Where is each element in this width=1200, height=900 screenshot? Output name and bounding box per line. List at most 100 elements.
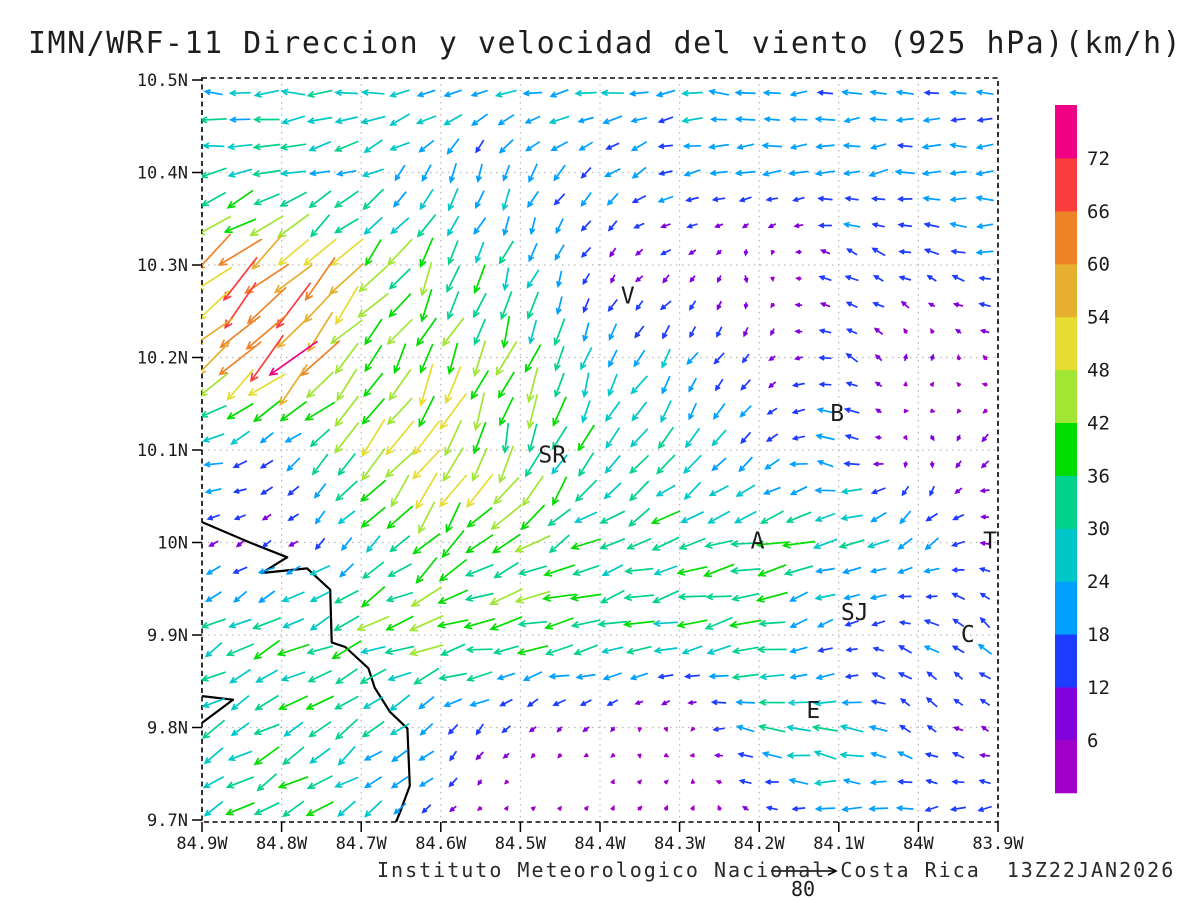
city-label: A <box>751 529 765 555</box>
wind-arrow <box>930 408 936 413</box>
wind-arrow <box>978 301 991 308</box>
wind-arrow <box>766 407 778 415</box>
wind-arrow <box>465 533 494 554</box>
wind-arrow <box>874 381 883 388</box>
wind-arrow <box>896 196 913 202</box>
wind-arrow <box>979 514 989 520</box>
wind-arrow <box>418 363 434 407</box>
wind-arrow <box>258 590 276 604</box>
wind-arrow <box>637 753 642 760</box>
wind-arrow <box>811 724 839 732</box>
wind-arrow <box>663 779 669 785</box>
wind-arrow <box>253 802 280 816</box>
wind-arrow <box>793 355 803 361</box>
wind-arrow <box>282 800 305 818</box>
wind-arrow <box>314 510 326 525</box>
wind-arrow <box>361 168 385 178</box>
wind-arrow <box>554 244 565 261</box>
wind-arrow <box>226 368 255 402</box>
wind-arrow <box>975 223 994 230</box>
wind-arrow <box>925 696 938 708</box>
map-border <box>201 77 999 823</box>
wind-arrow <box>448 777 458 788</box>
wind-arrow <box>743 302 749 310</box>
colorbar-segment <box>1055 581 1077 635</box>
wind-arrow <box>502 752 510 759</box>
wind-arrow <box>574 89 597 97</box>
wind-arrow <box>610 274 616 284</box>
wind-arrow <box>610 752 616 759</box>
wind-arrow <box>605 142 620 150</box>
wind-arrow <box>226 402 254 420</box>
wind-arrow <box>489 616 523 631</box>
wind-arrow <box>418 139 435 153</box>
graticule <box>202 78 998 822</box>
lat-tick-label: 10.4N <box>137 164 188 184</box>
wind-arrow <box>202 671 226 682</box>
wind-arrow <box>547 508 572 527</box>
wind-arrow <box>929 434 935 442</box>
wind-arrow <box>975 89 994 96</box>
wind-arrow <box>527 423 538 454</box>
wind-arrow <box>253 639 281 660</box>
wind-arrow <box>729 566 761 575</box>
wind-arrow <box>819 249 831 255</box>
wind-arrow <box>728 619 762 629</box>
wind-arrow <box>389 694 411 712</box>
wind-arrow <box>840 514 863 522</box>
wind-arrow <box>259 432 274 444</box>
wind-arrow <box>466 473 494 509</box>
wind-arrow <box>303 238 337 267</box>
wind-arrow <box>473 217 487 235</box>
wind-arrow <box>630 116 648 124</box>
wind-arrow <box>660 699 671 706</box>
colorbar-label: 24 <box>1087 571 1110 593</box>
wind-arrow <box>202 215 232 236</box>
wind-arrow <box>681 117 703 124</box>
wind-arrow <box>557 753 563 759</box>
wind-arrow <box>517 565 548 577</box>
wind-arrow <box>840 89 863 96</box>
wind-arrow <box>791 435 806 441</box>
wind-arrow <box>447 723 459 735</box>
wind-arrow <box>553 318 566 347</box>
colorbar: 6 12 18 24 30 36 42 48 54 60 66 72 <box>1055 105 1110 794</box>
wind-arrow <box>841 699 862 706</box>
wind-arrow <box>930 327 935 334</box>
wind-arrow <box>923 645 940 654</box>
wind-arrow <box>816 459 834 468</box>
wind-arrow <box>522 90 543 97</box>
wind-arrow <box>738 456 754 473</box>
wind-arrow <box>634 275 644 283</box>
wind-arrow <box>898 249 912 255</box>
wind-arrow <box>253 723 280 736</box>
wind-arrow <box>788 460 808 468</box>
wind-arrow <box>663 726 669 733</box>
city-label: SR <box>538 443 566 469</box>
wind-arrow <box>361 720 385 738</box>
wind-arrow <box>925 778 938 785</box>
wind-arrow <box>472 421 487 455</box>
wind-arrow <box>388 368 412 402</box>
wind-arrow <box>903 380 908 387</box>
wind-arrow <box>690 726 696 732</box>
wind-arrow <box>757 564 787 577</box>
wind-arrow <box>924 537 939 551</box>
wind-arrow <box>922 195 941 202</box>
wind-arrow <box>438 474 468 508</box>
wind-arrow <box>743 275 749 284</box>
wind-arrow <box>204 487 222 495</box>
wind-arrow <box>814 567 835 574</box>
wind-arrow <box>845 381 858 387</box>
wind-arrow <box>528 319 538 345</box>
colorbar-segment <box>1055 475 1077 529</box>
colorbar-label: 54 <box>1087 307 1110 329</box>
wind-arrow <box>501 725 511 734</box>
wind-arrow <box>419 261 433 297</box>
wind-arrow <box>268 340 319 376</box>
wind-arrow <box>715 249 723 256</box>
wind-arrow <box>954 328 962 334</box>
wind-arrow <box>605 427 621 449</box>
wind-arrow <box>495 340 518 377</box>
wind-arrow <box>249 214 285 237</box>
